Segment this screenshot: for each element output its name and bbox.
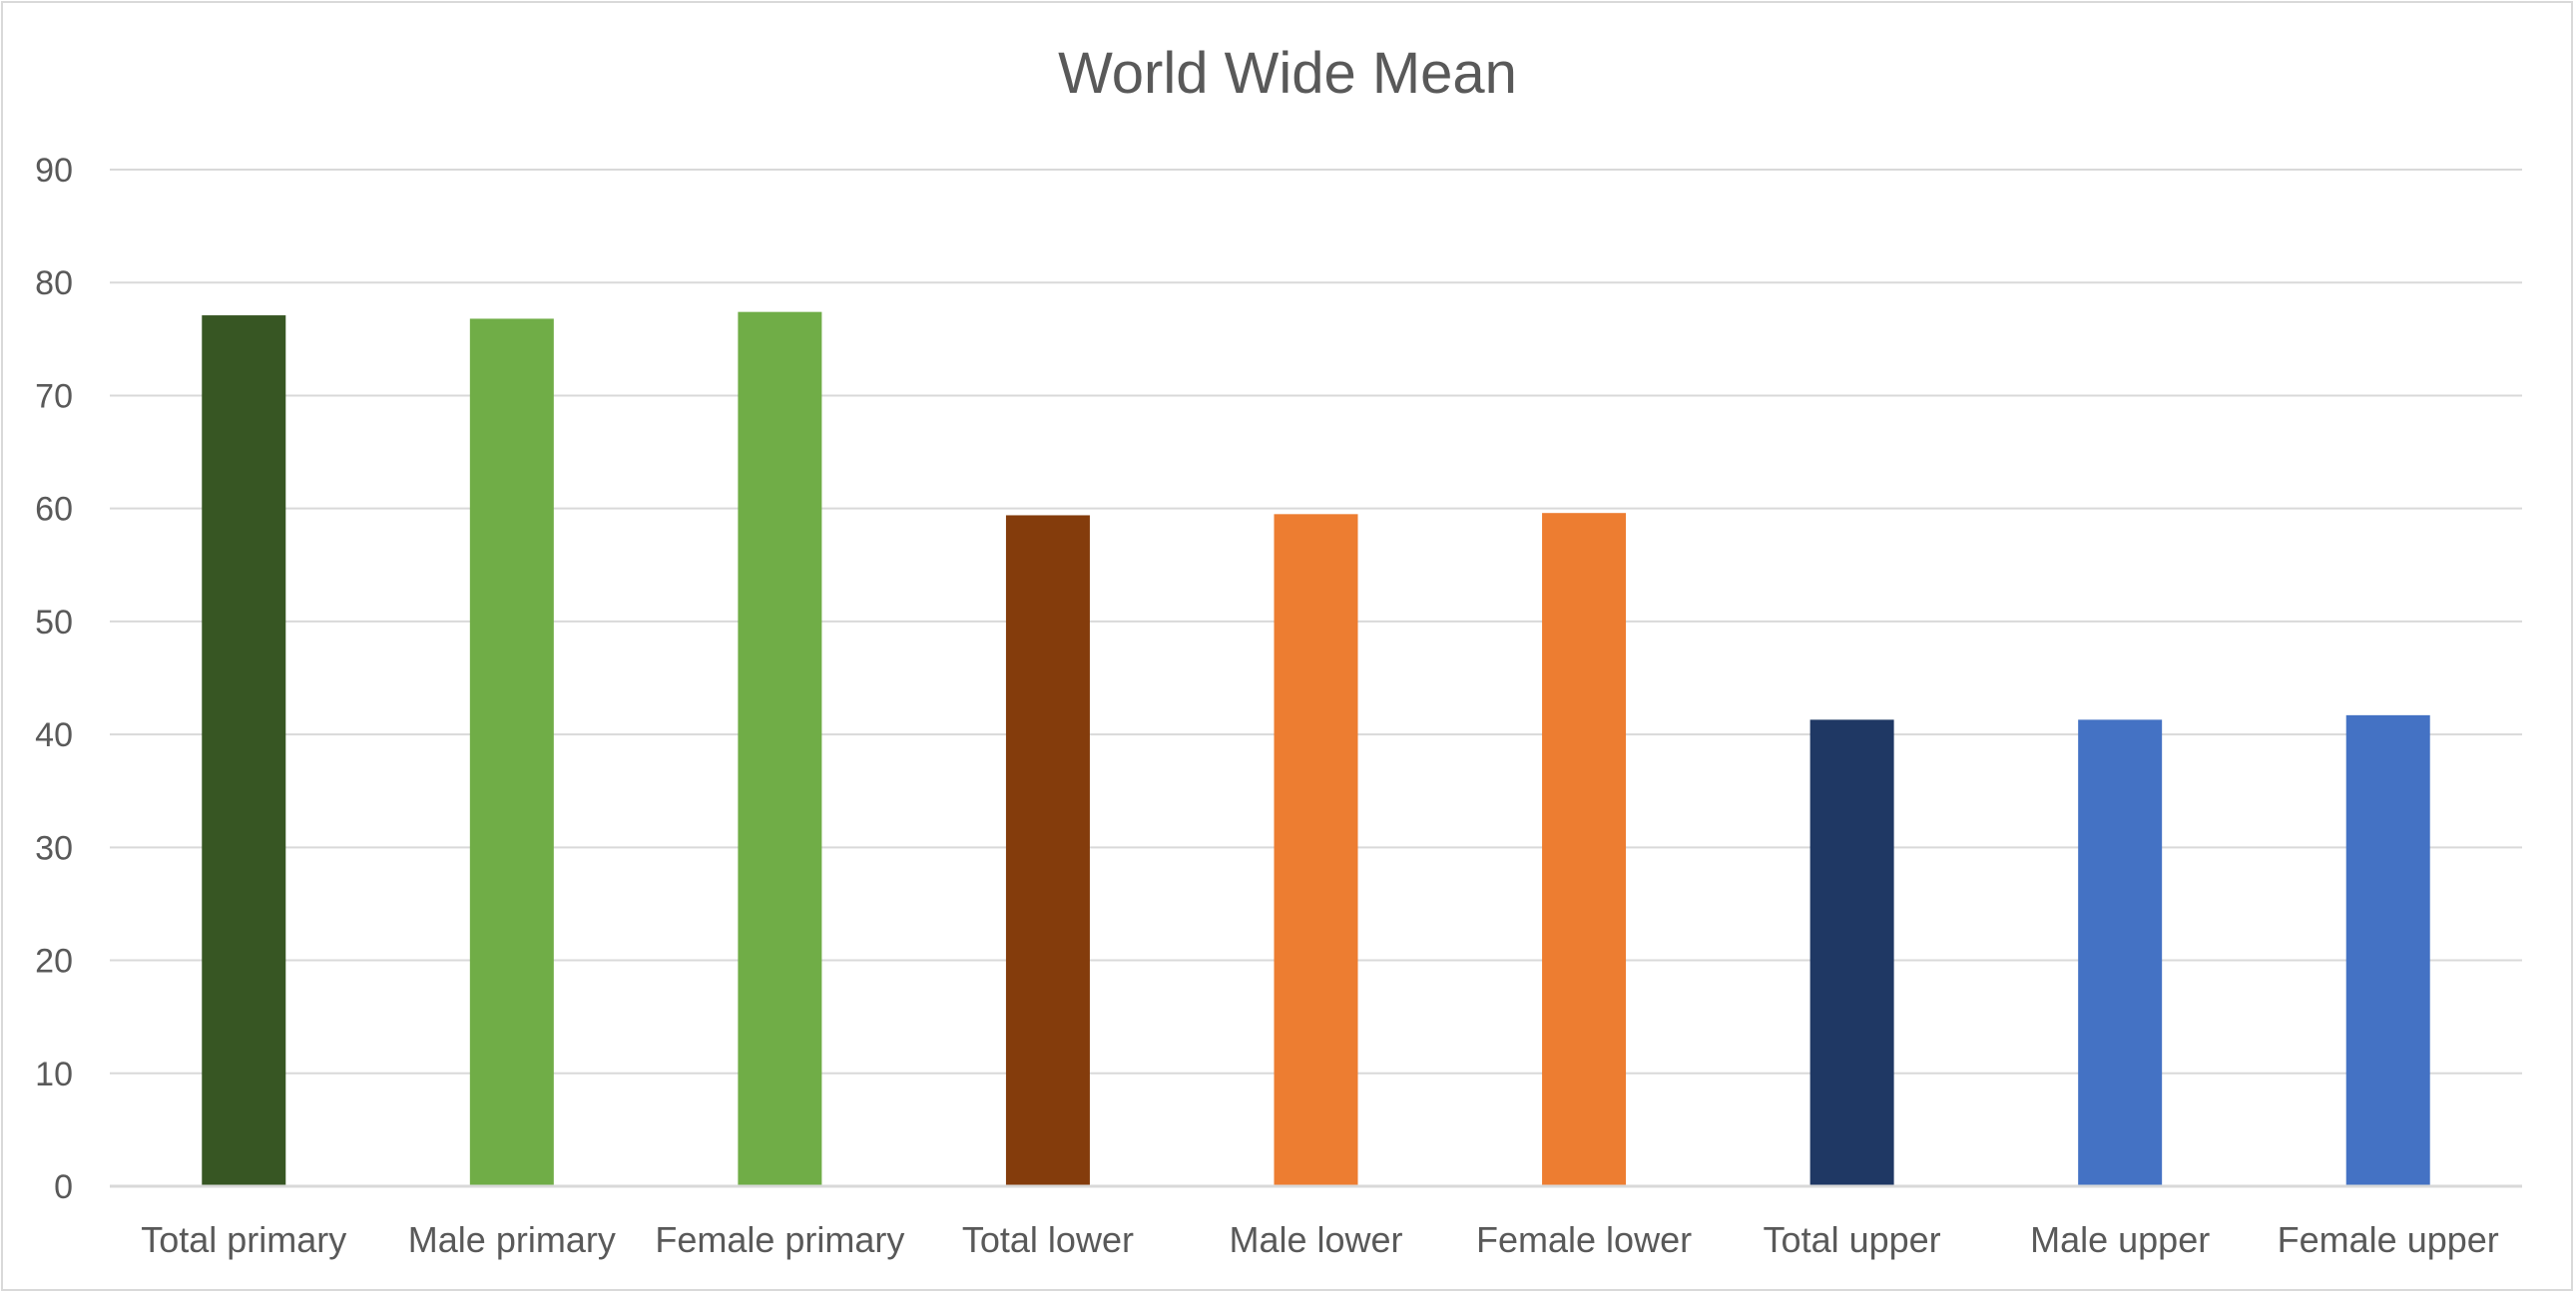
bar-total-primary (202, 315, 286, 1187)
y-tick-label: 0 (54, 1168, 73, 1206)
bar-female-primary (738, 311, 822, 1186)
y-tick-label: 30 (35, 829, 73, 867)
y-tick-label: 10 (35, 1056, 73, 1093)
y-tick-label: 40 (35, 716, 73, 754)
x-category-label: Female upper (2278, 1219, 2499, 1260)
bars (202, 311, 2430, 1187)
y-tick-label: 60 (35, 491, 73, 529)
x-axis-category-labels: Total primary Male primary Female primary T… (141, 1219, 2499, 1260)
y-tick-label: 80 (35, 264, 73, 302)
x-category-label: Male lower (1229, 1219, 1402, 1260)
bar-male-upper (2078, 719, 2163, 1186)
x-category-label: Male primary (408, 1219, 616, 1260)
chart-title: World Wide Mean (1058, 41, 1517, 106)
x-category-label: Female primary (655, 1219, 904, 1260)
bar-female-upper (2345, 714, 2430, 1186)
bar-male-primary (469, 318, 554, 1186)
y-axis-tick-labels: 0 10 20 30 40 50 60 70 80 90 (35, 152, 73, 1206)
bar-female-lower (1542, 513, 1627, 1186)
y-tick-label: 70 (35, 377, 73, 415)
y-tick-label: 20 (35, 943, 73, 981)
y-tick-label: 50 (35, 604, 73, 642)
bar-total-lower (1005, 515, 1090, 1186)
bar-male-lower (1274, 514, 1358, 1186)
x-category-label: Total upper (1764, 1219, 1941, 1260)
x-category-label: Total primary (141, 1219, 346, 1260)
x-category-label: Total lower (962, 1219, 1134, 1260)
y-tick-label: 90 (35, 152, 73, 190)
x-category-label: Male upper (2030, 1219, 2210, 1260)
x-category-label: Female lower (1476, 1219, 1692, 1260)
bar-total-upper (1809, 719, 1894, 1186)
